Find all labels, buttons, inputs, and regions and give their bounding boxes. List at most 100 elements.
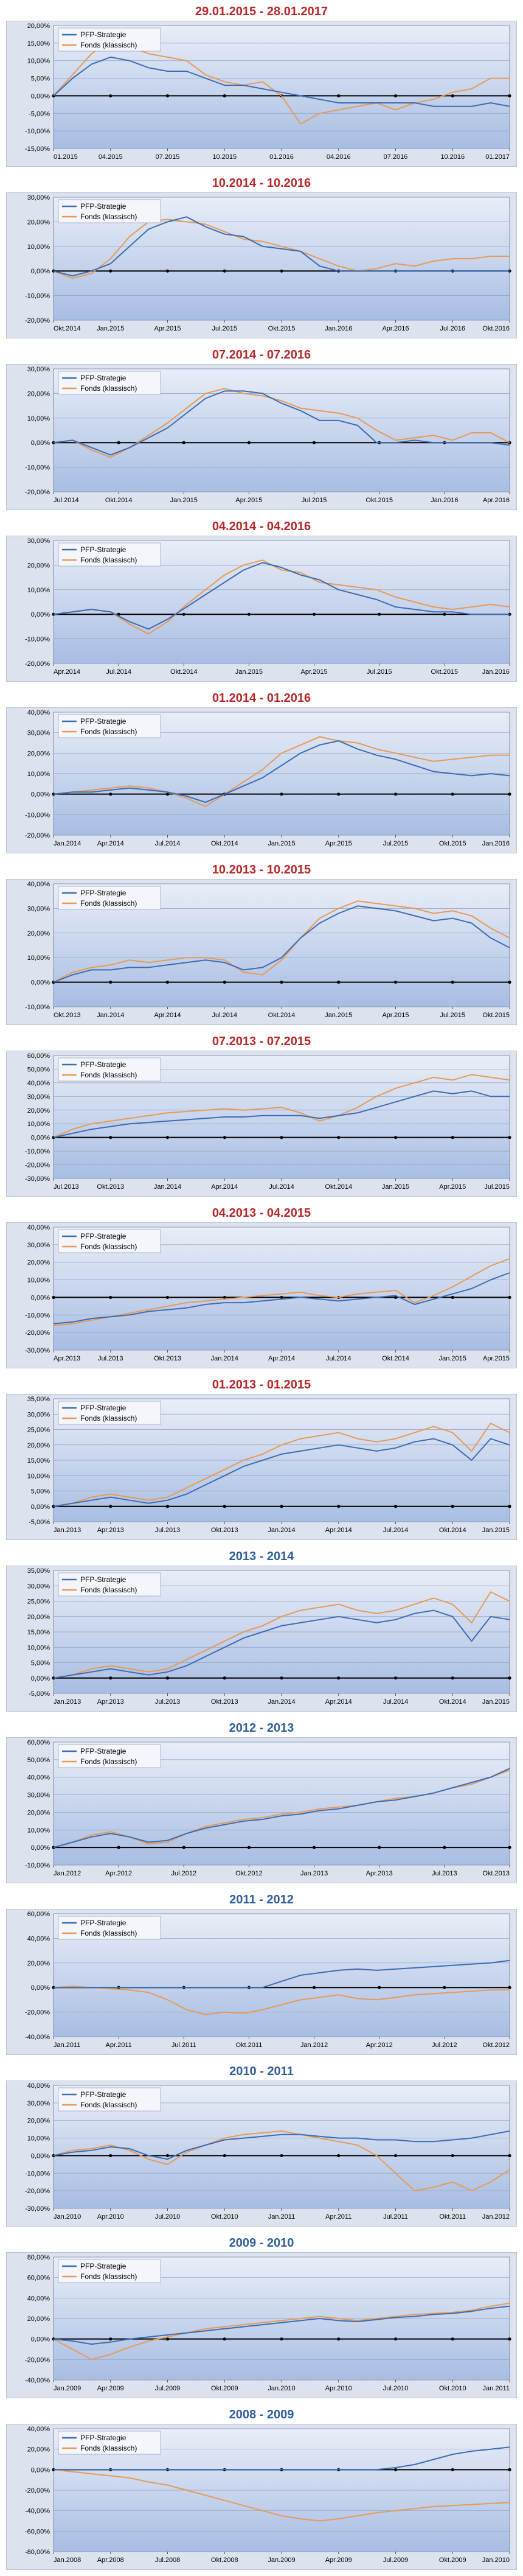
y-tick-label: -10,00% <box>25 1312 50 1319</box>
y-tick-label: -20,00% <box>25 660 50 668</box>
x-tick-label: Jan.2012 <box>482 2213 510 2221</box>
x-tick-label: Jan.2015 <box>325 1012 352 1019</box>
x-tick-label: Jan.2015 <box>439 1355 466 1362</box>
series-line-strategy <box>53 1090 510 1138</box>
y-tick-label: 0,00% <box>31 2466 50 2474</box>
y-tick-label: 10,00% <box>27 1472 50 1480</box>
x-tick-label: Jul.2014 <box>269 1183 294 1191</box>
y-tick-label: 50,00% <box>27 1066 50 1073</box>
zero-line-marker <box>109 793 113 796</box>
chart-panel: 2009 - 2010 -40,00% -20,00% 0,00% 20,00% 40,0… <box>0 2231 523 2403</box>
legend-label-fund: Fonds (klassisch) <box>80 556 137 564</box>
y-tick-label: 10,00% <box>27 243 50 251</box>
x-tick-label: Jan.2015 <box>170 497 198 504</box>
x-tick-label: Jul.2011 <box>171 2042 196 2049</box>
legend: PFP-Strategie Fonds (klassisch) <box>58 27 161 52</box>
x-tick-label: Jul.2014 <box>54 497 79 504</box>
zero-line-marker <box>337 94 341 98</box>
zero-line-marker <box>337 981 341 984</box>
y-tick-label: -80,00% <box>25 2549 50 2556</box>
chart-panel: 07.2013 - 07.2015 -30,00% -20,00% -10,00% 0,… <box>0 1030 523 1202</box>
y-tick-label: -5,00% <box>29 110 50 117</box>
legend-label-strategy: PFP-Strategie <box>80 1232 126 1241</box>
y-tick-label: 20,00% <box>27 1442 50 1449</box>
x-tick-label: Jul.2009 <box>383 2557 409 2564</box>
line-chart: -20,00% -10,00% 0,00% 10,00% 20,00% 30,00% Apr… <box>6 536 517 682</box>
y-tick-label: 0,00% <box>31 1984 50 1992</box>
x-tick-label: Okt.2013 <box>211 1527 238 1534</box>
y-tick-label: 15,00% <box>27 1629 50 1636</box>
series-line-fund <box>53 559 510 635</box>
x-tick-label: Jul.2015 <box>383 840 409 847</box>
x-tick-label: Jan.2011 <box>54 2042 80 2049</box>
y-tick-label: 10,00% <box>27 587 50 594</box>
y-tick-label: 10,00% <box>27 1827 50 1834</box>
y-tick-label: 0,00% <box>31 1503 50 1511</box>
y-tick-label: 60,00% <box>27 2275 50 2282</box>
zero-line-marker <box>165 981 170 984</box>
legend-label-strategy: PFP-Strategie <box>80 717 126 726</box>
legend: PFP-Strategie Fonds (klassisch) <box>58 1401 161 1425</box>
chart-title: 10.2013 - 10.2015 <box>212 863 311 877</box>
x-tick-label: Jul.2013 <box>155 1527 181 1534</box>
y-tick-label: -10,00% <box>25 636 50 643</box>
y-tick-label: -10,00% <box>25 293 50 300</box>
y-tick-label: 10,00% <box>27 58 50 65</box>
zero-line-marker <box>393 2337 398 2341</box>
x-tick-label: Jan.2010 <box>482 2557 510 2564</box>
chart-panel: 01.2014 - 01.2016 -20,00% -10,00% 0,00% 10,0… <box>0 687 523 858</box>
series-line-strategy <box>53 1438 510 1507</box>
legend: PFP-Strategie Fonds (klassisch) <box>58 886 161 910</box>
x-tick-label: Okt.2010 <box>211 2213 238 2221</box>
zero-line-marker <box>165 2337 170 2341</box>
zero-line-marker <box>223 94 226 98</box>
y-tick-label: 20,00% <box>27 2118 50 2125</box>
zero-line-marker <box>52 1295 55 1300</box>
line-chart: -20,00% -10,00% 0,00% 10,00% 20,00% 30,00% Okt… <box>6 192 517 338</box>
zero-line-marker <box>312 1986 316 1989</box>
zero-line-marker <box>443 612 446 616</box>
zero-line-marker <box>337 2154 341 2158</box>
zero-line-marker <box>443 1846 446 1849</box>
x-tick-label: Jul.2013 <box>98 1355 123 1362</box>
zero-line-marker <box>312 612 316 616</box>
x-tick-label: Jan.2016 <box>482 668 510 676</box>
legend-label-fund: Fonds (klassisch) <box>80 1757 137 1766</box>
x-tick-label: Apr.2014 <box>54 668 80 676</box>
zero-line-marker <box>393 1136 398 1139</box>
legend-label-fund: Fonds (klassisch) <box>80 727 137 736</box>
zero-line-marker <box>508 2468 511 2471</box>
chart-title: 2011 - 2012 <box>229 1893 294 1906</box>
zero-line-marker <box>312 441 316 444</box>
x-tick-label: Jan.2014 <box>268 1527 295 1534</box>
x-tick-label: Jan.2015 <box>482 1527 510 1534</box>
zero-line-marker <box>280 1136 283 1139</box>
chart-panel: 01.2013 - 01.2015 -5,00% 0,00% 5,00% 10,00% 1… <box>0 1373 523 1545</box>
y-tick-label: 0,00% <box>31 979 50 987</box>
legend-label-strategy: PFP-Strategie <box>80 2262 126 2270</box>
x-tick-label: Jul.2009 <box>155 2385 181 2392</box>
legend-label-strategy: PFP-Strategie <box>80 374 126 382</box>
x-tick-label: 10.2016 <box>440 153 465 161</box>
y-tick-label: 35,00% <box>27 1567 50 1575</box>
zero-line-marker <box>280 269 283 273</box>
legend-label-strategy: PFP-Strategie <box>80 1747 126 1755</box>
y-tick-label: 20,00% <box>27 2446 50 2454</box>
y-tick-label: -20,00% <box>25 2188 50 2195</box>
x-tick-label: Jul.2013 <box>432 1870 457 1877</box>
x-tick-label: 01.2015 <box>54 153 78 161</box>
zero-line-marker <box>165 1136 170 1139</box>
y-tick-label: -10,00% <box>25 1148 50 1155</box>
zero-line-marker <box>378 612 381 616</box>
zero-line-marker <box>508 793 511 796</box>
legend-label-strategy: PFP-Strategie <box>80 889 126 897</box>
chart-panel: 04.2013 - 04.2015 -30,00% -20,00% -10,00% 0,… <box>0 1202 523 1373</box>
y-tick-label: 10,00% <box>27 954 50 962</box>
legend-label-fund: Fonds (klassisch) <box>80 899 137 908</box>
x-tick-label: Apr.2014 <box>154 1012 181 1019</box>
y-tick-label: 20,00% <box>27 390 50 397</box>
x-tick-label: Apr.2014 <box>325 1527 352 1534</box>
y-tick-label: -5,00% <box>29 1690 50 1698</box>
y-tick-label: 30,00% <box>27 2100 50 2107</box>
zero-line-marker <box>508 1676 511 1680</box>
